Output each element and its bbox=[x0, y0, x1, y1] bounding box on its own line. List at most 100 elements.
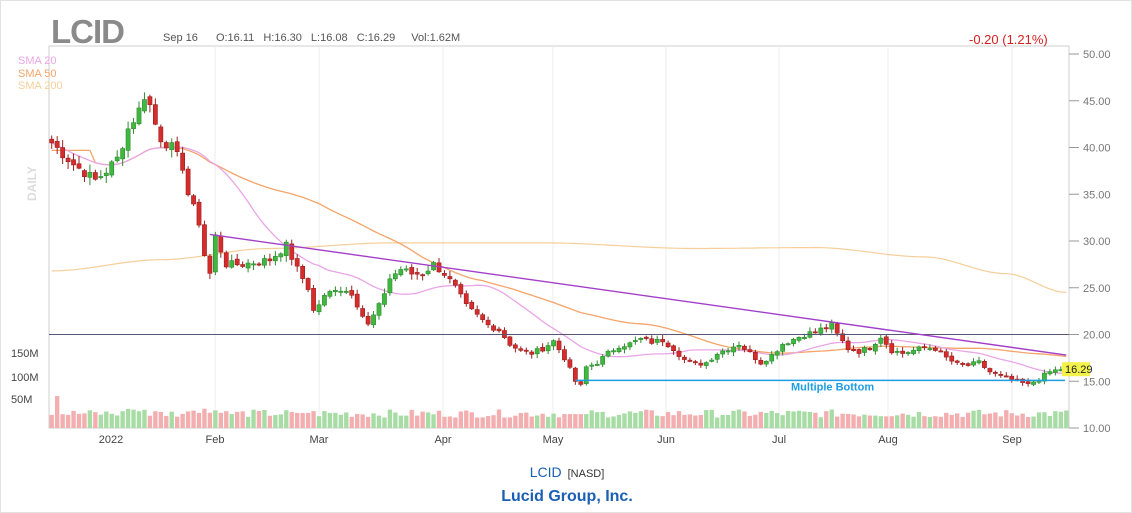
legend-sma200: SMA 200 bbox=[18, 80, 63, 92]
candle-body bbox=[469, 301, 475, 310]
volume-bar bbox=[251, 409, 256, 428]
volume-bar bbox=[796, 410, 802, 428]
candle-body bbox=[1047, 371, 1053, 375]
volume-bar bbox=[856, 416, 862, 428]
volume-bar bbox=[900, 413, 905, 428]
candle-body bbox=[365, 315, 371, 325]
volume-bar bbox=[398, 415, 403, 428]
volume-bar bbox=[507, 417, 513, 428]
volume-bar bbox=[185, 411, 191, 428]
candle-body bbox=[660, 339, 666, 343]
volume-bar bbox=[491, 415, 496, 428]
volume-bar bbox=[300, 412, 305, 428]
candlesticks bbox=[49, 92, 1069, 387]
volume-bar bbox=[295, 412, 300, 428]
candle-body bbox=[611, 350, 616, 353]
candle-body bbox=[272, 255, 278, 262]
volume-bar bbox=[616, 414, 622, 428]
candle-body bbox=[474, 309, 480, 315]
candle-body bbox=[491, 325, 496, 331]
quote-open: O:16.11 bbox=[215, 32, 255, 44]
candle-body bbox=[283, 241, 289, 257]
volume-bar bbox=[884, 416, 889, 428]
volume-bar bbox=[87, 410, 93, 428]
candle-body bbox=[774, 351, 780, 356]
candle-body bbox=[720, 350, 726, 355]
y-tick-label: 25.00 bbox=[1083, 283, 1111, 295]
candle-body bbox=[496, 328, 502, 332]
footer-symbol: LCID [NASD] bbox=[1, 464, 1132, 480]
candle-body bbox=[583, 366, 589, 384]
candle-body bbox=[294, 258, 300, 267]
volume-bar bbox=[535, 415, 540, 428]
candle-body bbox=[829, 322, 835, 330]
volume-bar bbox=[425, 412, 431, 428]
volume-bar bbox=[284, 410, 289, 428]
candle-body bbox=[82, 170, 87, 177]
volume-bar bbox=[431, 414, 436, 428]
volume-bar bbox=[327, 412, 333, 428]
volume-bar bbox=[627, 411, 633, 428]
volume-bar bbox=[944, 412, 949, 428]
candle-body bbox=[682, 356, 687, 360]
candle-body bbox=[627, 342, 633, 348]
x-tick-label: Sep bbox=[1002, 434, 1022, 446]
candle-body bbox=[414, 272, 420, 275]
candle-body bbox=[360, 308, 366, 317]
candle-body bbox=[594, 364, 600, 366]
candle-body bbox=[1052, 369, 1058, 373]
volume-bar bbox=[267, 415, 273, 428]
candle-body bbox=[245, 262, 251, 269]
volume-bar bbox=[862, 414, 867, 428]
volume-tick-label: 50M bbox=[11, 394, 32, 406]
legend-sma50: SMA 50 bbox=[18, 67, 57, 80]
volume-bar bbox=[600, 411, 605, 428]
candle-body bbox=[223, 252, 229, 268]
candle-body bbox=[185, 168, 191, 196]
x-tick-label: May bbox=[543, 434, 564, 446]
candle-body bbox=[900, 350, 906, 354]
volume-bar bbox=[115, 415, 120, 428]
volume-bar bbox=[845, 413, 851, 428]
candle-body bbox=[463, 293, 469, 304]
volume-bar bbox=[333, 412, 338, 428]
candle-body bbox=[834, 323, 840, 334]
candle-body bbox=[551, 340, 556, 347]
candle-body bbox=[218, 235, 224, 253]
volume-bar bbox=[436, 410, 442, 428]
volume-bar bbox=[987, 413, 993, 428]
volume-bar bbox=[753, 414, 758, 428]
candle-body bbox=[403, 268, 409, 271]
sma-legend: SMA 20 SMA 50 SMA 200 bbox=[18, 55, 63, 93]
volume-bar bbox=[371, 413, 376, 428]
volume-bar bbox=[655, 415, 660, 428]
volume-bar bbox=[207, 412, 213, 428]
candle-body bbox=[878, 337, 884, 344]
candle-body bbox=[709, 359, 715, 362]
volume-bar bbox=[867, 415, 873, 428]
volume-bar bbox=[818, 417, 823, 428]
volume-bar bbox=[1047, 415, 1053, 428]
candle-body bbox=[643, 336, 649, 339]
candle-body bbox=[949, 355, 955, 362]
exchange-label: [NASD] bbox=[567, 468, 605, 480]
volume-bar bbox=[240, 411, 245, 428]
footer-symbol-link[interactable]: LCID bbox=[529, 464, 562, 480]
company-name[interactable]: Lucid Group, Inc. bbox=[501, 488, 633, 505]
volume-bar bbox=[927, 416, 933, 428]
volume-bar bbox=[889, 416, 894, 428]
volume-bar bbox=[404, 415, 409, 428]
volume-bar bbox=[82, 413, 87, 428]
last-price-tag bbox=[1062, 362, 1090, 377]
candle-body bbox=[98, 176, 104, 178]
candle-body bbox=[420, 274, 426, 277]
candle-body bbox=[731, 346, 736, 353]
candle-body bbox=[578, 381, 584, 385]
volume-bar bbox=[164, 415, 169, 428]
volume-bar bbox=[382, 417, 387, 428]
candle-body bbox=[600, 356, 606, 365]
candle-body bbox=[938, 350, 944, 353]
candle-body bbox=[649, 338, 655, 344]
candle-body bbox=[92, 172, 98, 180]
y-tick-label: 35.00 bbox=[1083, 189, 1111, 201]
